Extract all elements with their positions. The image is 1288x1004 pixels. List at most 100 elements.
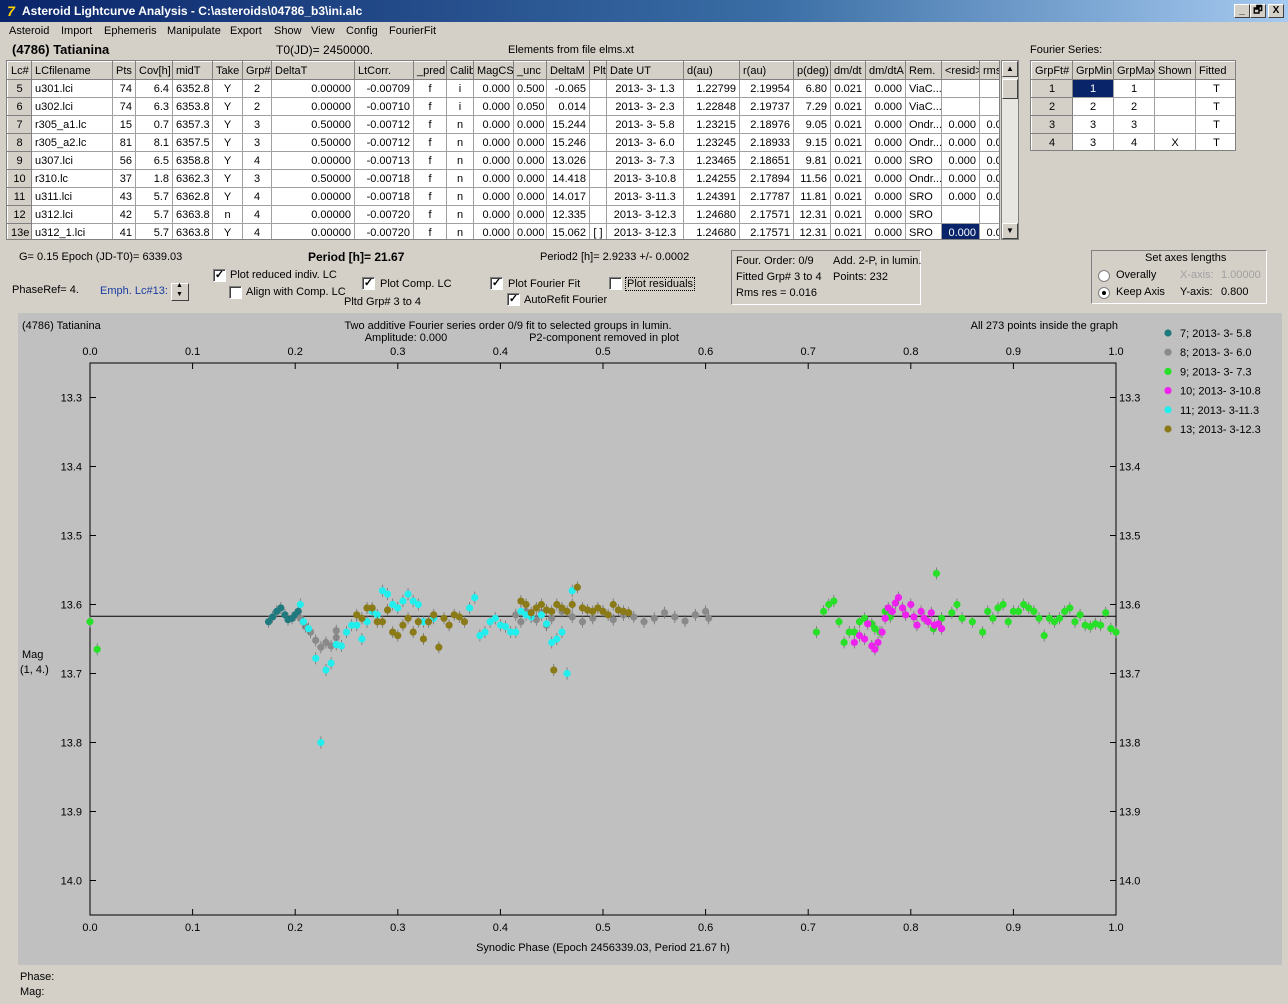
cell-magcs[interactable]: 0.000 xyxy=(473,151,514,170)
cell-ltcorr[interactable]: -0.00713 xyxy=(354,151,414,170)
cell-grp[interactable]: 2 xyxy=(242,97,272,116)
col-header-pts[interactable]: Pts xyxy=(112,61,136,80)
menu-show[interactable]: Show xyxy=(274,25,302,37)
fourier-cell-grpmin[interactable]: 1 xyxy=(1072,79,1114,98)
cell-rms-res[interactable] xyxy=(979,205,999,224)
cell-rem[interactable]: Ondr... xyxy=(905,115,942,134)
cell-dmdta[interactable]: 0.000 xyxy=(865,79,906,98)
cell-magcs[interactable]: 0.000 xyxy=(473,97,514,116)
cell-pts[interactable]: 81 xyxy=(112,133,136,152)
cell-deltam[interactable]: 15.062 xyxy=(546,223,590,239)
xaxis-value[interactable]: 1.00000 xyxy=(1221,269,1261,281)
menu-config[interactable]: Config xyxy=(346,25,378,37)
cell-pred[interactable]: f xyxy=(413,133,447,152)
cell-grp[interactable]: 3 xyxy=(242,133,272,152)
cell-midt[interactable]: 6357.3 xyxy=(172,115,213,134)
lightcurve-chart[interactable]: 0.0 0.0 0.1 0.1 0.2 0.2 0.3 0.3 0.4 0.4 0.5 0.5 0.6 0… xyxy=(18,313,1282,965)
cell-rms-res[interactable]: 0.017 xyxy=(979,151,999,170)
cell-pred[interactable]: f xyxy=(413,169,447,188)
fourier-cell-grpft[interactable]: 1 xyxy=(1031,79,1073,98)
cell-magcs[interactable]: 0.000 xyxy=(473,115,514,134)
plot-fourier-checkbox[interactable]: ✓ xyxy=(490,277,503,290)
cell-lc-filename[interactable]: r305_a2.lc xyxy=(31,133,113,152)
cell-plt[interactable] xyxy=(589,187,607,206)
cell-take[interactable]: Y xyxy=(212,133,243,152)
cell-calib[interactable]: n xyxy=(446,205,474,224)
cell-pred[interactable]: f xyxy=(413,223,447,239)
menu-import[interactable]: Import xyxy=(61,25,93,37)
table-row[interactable]: 8 r305_a2.lc 81 8.1 6357.5 Y 3 0.50000 -0.00712 f… xyxy=(7,133,999,152)
cell-calib[interactable]: n xyxy=(446,115,474,134)
scroll-up-icon[interactable]: ▲ xyxy=(1002,61,1018,77)
cell-ltcorr[interactable]: -0.00718 xyxy=(354,187,414,206)
cell-plt[interactable] xyxy=(589,115,607,134)
cell-rem[interactable]: ViaC... xyxy=(905,97,942,116)
scroll-down-icon[interactable]: ▼ xyxy=(1002,223,1018,239)
table-row[interactable]: 9 u307.lci 56 6.5 6358.8 Y 4 0.00000 -0.00713 f n 0… xyxy=(7,151,999,170)
cell-resid[interactable] xyxy=(941,97,980,116)
cell-resid[interactable]: 0.000 xyxy=(941,133,980,152)
cell-plt[interactable] xyxy=(589,169,607,188)
cell-deltam[interactable]: 14.017 xyxy=(546,187,590,206)
col-header-dmdta[interactable]: dm/dtA xyxy=(865,61,906,80)
cell-calib[interactable]: n xyxy=(446,187,474,206)
cell-unc[interactable]: 0.000 xyxy=(513,151,547,170)
cell-dmdta[interactable]: 0.000 xyxy=(865,223,906,239)
cell-d-au[interactable]: 1.24255 xyxy=(683,169,740,188)
cell-magcs[interactable]: 0.000 xyxy=(473,205,514,224)
cell-d-au[interactable]: 1.22848 xyxy=(683,97,740,116)
cell-date-ut[interactable]: 2013- 3-10.8 xyxy=(606,169,684,188)
fourier-col-grpmax[interactable]: GrpMax xyxy=(1113,61,1155,80)
cell-ltcorr[interactable]: -0.00712 xyxy=(354,133,414,152)
cell-pred[interactable]: f xyxy=(413,205,447,224)
lightcurve-plot-panel[interactable]: 0.0 0.0 0.1 0.1 0.2 0.2 0.3 0.3 0.4 0.4 0.5 0.5 0.6 0… xyxy=(18,313,1282,965)
cell-cov[interactable]: 1.8 xyxy=(135,169,173,188)
menu-asteroid[interactable]: Asteroid xyxy=(9,25,50,37)
restore-button[interactable]: 🗗 xyxy=(1250,4,1266,18)
cell-deltat[interactable]: 0.00000 xyxy=(271,97,355,116)
cell-grp[interactable]: 4 xyxy=(242,223,272,239)
col-header-midt[interactable]: midT xyxy=(172,61,213,80)
menu-view[interactable]: View xyxy=(311,25,335,37)
cell-deltat[interactable]: 0.00000 xyxy=(271,151,355,170)
cell-r-au[interactable]: 2.18933 xyxy=(739,133,794,152)
cell-ltcorr[interactable]: -0.00718 xyxy=(354,169,414,188)
cell-take[interactable]: Y xyxy=(212,223,243,239)
emph-spinner[interactable]: ▲ ▼ xyxy=(171,282,189,301)
cell-grp[interactable]: 4 xyxy=(242,151,272,170)
col-header-resid[interactable]: <resid> xyxy=(941,61,980,80)
minimize-button[interactable]: _ xyxy=(1234,4,1250,18)
cell-cov[interactable]: 0.7 xyxy=(135,115,173,134)
yaxis-value[interactable]: 0.800 xyxy=(1221,286,1249,298)
cell-deltam[interactable]: 12.335 xyxy=(546,205,590,224)
fourier-cell-grpmax[interactable]: 1 xyxy=(1113,79,1155,98)
col-header-deltat[interactable]: DeltaT xyxy=(271,61,355,80)
cell-unc[interactable]: 0.500 xyxy=(513,79,547,98)
cell-lc-filename[interactable]: u312_1.lci xyxy=(31,223,113,239)
spin-up-icon[interactable]: ▲ xyxy=(176,282,183,289)
cell-r-au[interactable]: 2.17571 xyxy=(739,205,794,224)
cell-resid[interactable]: 0.000 xyxy=(941,115,980,134)
cell-midt[interactable]: 6358.8 xyxy=(172,151,213,170)
col-header-lc-filename[interactable]: LCfilename xyxy=(31,61,113,80)
cell-pts[interactable]: 74 xyxy=(112,97,136,116)
fourier-col-grpmin[interactable]: GrpMin xyxy=(1072,61,1114,80)
menu-ephemeris[interactable]: Ephemeris xyxy=(104,25,157,37)
fourier-cell-shown[interactable]: X xyxy=(1154,133,1196,150)
autorefit-checkbox[interactable]: ✓ xyxy=(507,293,520,306)
cell-unc[interactable]: 0.050 xyxy=(513,97,547,116)
cell-date-ut[interactable]: 2013- 3- 5.8 xyxy=(606,115,684,134)
cell-ltcorr[interactable]: -0.00709 xyxy=(354,79,414,98)
col-header-plt[interactable]: Plt xyxy=(589,61,607,80)
cell-p-deg[interactable]: 9.05 xyxy=(793,115,831,134)
cell-ltcorr[interactable]: -0.00720 xyxy=(354,223,414,239)
table-row[interactable]: 5 u301.lci 74 6.4 6352.8 Y 2 0.00000 -0.00709 f i 0… xyxy=(7,79,999,98)
table-row[interactable]: 7 r305_a1.lc 15 0.7 6357.3 Y 3 0.50000 -0.00712 f… xyxy=(7,115,999,134)
cell-deltat[interactable]: 0.00000 xyxy=(271,223,355,239)
cell-d-au[interactable]: 1.23215 xyxy=(683,115,740,134)
cell-dmdt[interactable]: 0.021 xyxy=(830,133,866,152)
col-header-p-deg[interactable]: p(deg) xyxy=(793,61,831,80)
cell-magcs[interactable]: 0.000 xyxy=(473,133,514,152)
cell-calib[interactable]: i xyxy=(446,79,474,98)
